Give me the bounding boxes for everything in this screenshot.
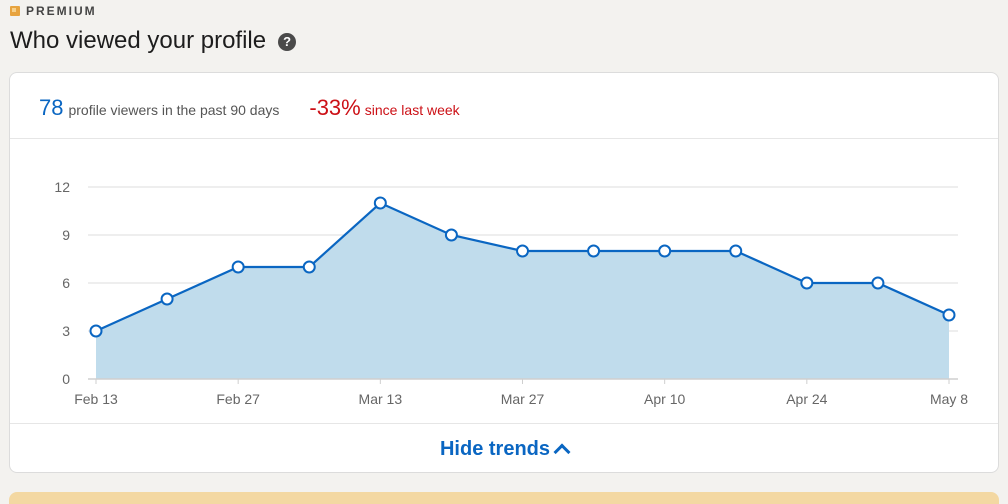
viewer-count: 78 <box>39 95 64 120</box>
y-tick-label: 9 <box>62 227 70 243</box>
x-tick-label: Feb 13 <box>74 391 118 407</box>
trend-chart: 0 3 6 9 12 Feb 13 Feb 27 Mar 13 Mar 27 Apr 10 Apr … <box>54 179 968 407</box>
hide-trends-button[interactable]: Hide trends <box>10 424 998 472</box>
data-point <box>89 324 103 338</box>
data-point <box>302 260 316 274</box>
data-point <box>231 260 245 274</box>
data-point <box>373 196 387 210</box>
y-tick-label: 12 <box>54 179 70 195</box>
summary-row: 78 profile viewers in the past 90 days -… <box>39 95 460 121</box>
data-point <box>516 244 529 258</box>
next-card-edge <box>9 492 999 504</box>
chevron-up-icon <box>553 443 571 461</box>
change-description: since last week <box>364 102 460 118</box>
help-icon[interactable]: ? <box>278 33 297 51</box>
premium-label: PREMIUM <box>26 4 97 18</box>
divider <box>10 138 998 139</box>
divider <box>10 423 998 424</box>
profile-views-card: 78 profile viewers in the past 90 days -… <box>9 72 999 473</box>
data-point <box>587 244 601 258</box>
x-tick-label: Apr 24 <box>786 391 827 407</box>
hide-trends-label: Hide trends <box>439 437 551 460</box>
trend-area <box>96 203 949 379</box>
data-point <box>871 276 885 290</box>
viewer-description: profile viewers in the past 90 days <box>68 102 280 118</box>
x-tick-label: Apr 10 <box>644 391 685 407</box>
page-title: Who viewed your profile <box>10 27 267 54</box>
data-point <box>942 308 956 322</box>
y-tick-label: 6 <box>62 275 70 291</box>
data-point <box>729 244 743 258</box>
x-tick-label: May 8 <box>930 391 968 407</box>
change-value: -33% <box>309 95 361 120</box>
premium-header: PREMIUM <box>10 3 97 19</box>
data-point <box>800 276 814 290</box>
data-point <box>444 228 458 242</box>
x-tick-label: Mar 13 <box>359 391 403 407</box>
y-tick-label: 3 <box>62 323 70 339</box>
data-point <box>658 244 672 258</box>
y-tick-label: 0 <box>62 371 70 387</box>
page-title-row: Who viewed your profile ? <box>10 27 297 55</box>
data-point <box>160 292 174 306</box>
premium-icon <box>10 6 20 16</box>
x-tick-label: Feb 27 <box>216 391 260 407</box>
x-tick-label: Mar 27 <box>501 391 545 407</box>
